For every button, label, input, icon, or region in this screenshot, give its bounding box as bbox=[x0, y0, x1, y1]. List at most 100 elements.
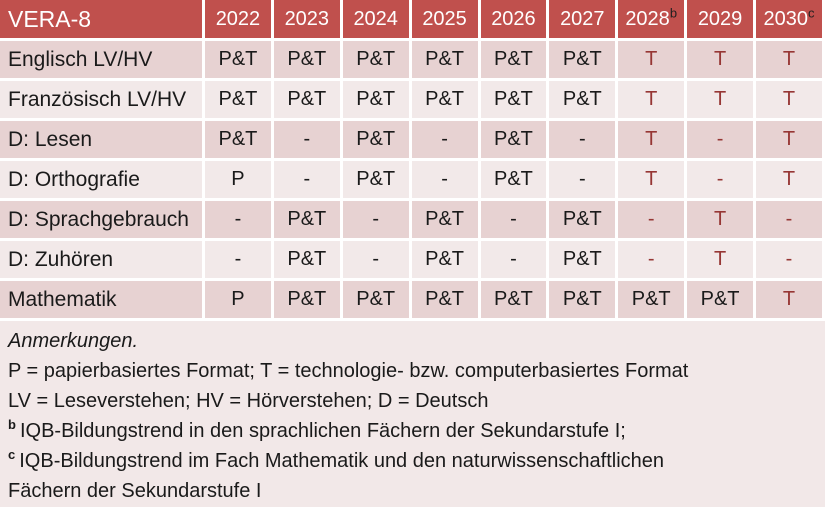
header-row: VERA-8 2022 2023 2024 2025 2026 2027 202… bbox=[0, 0, 825, 41]
column-header-2023: 2023 bbox=[273, 0, 343, 41]
value-cell: P&T bbox=[480, 41, 550, 81]
value-cell: P bbox=[205, 281, 274, 321]
value-cell: T bbox=[756, 41, 825, 81]
value-cell: T bbox=[618, 121, 688, 161]
row-label: Mathematik bbox=[0, 281, 205, 321]
value-cell: - bbox=[342, 241, 412, 281]
value-cell: - bbox=[342, 201, 412, 241]
column-header-2028: 2028b bbox=[618, 0, 688, 41]
value-cell: T bbox=[756, 161, 825, 201]
table-row: D: Lesen P&T - P&T - P&T - T - T bbox=[0, 121, 825, 161]
value-cell: P&T bbox=[205, 81, 274, 121]
value-cell: - bbox=[549, 121, 619, 161]
column-header-2025: 2025 bbox=[411, 0, 481, 41]
note-line-footnote-c: c IQB-Bildungstrend im Fach Mathematik un… bbox=[8, 447, 664, 502]
column-header-2029: 2029 bbox=[687, 0, 756, 41]
column-header-2026: 2026 bbox=[480, 0, 550, 41]
table-title: VERA-8 bbox=[0, 0, 205, 41]
value-cell: P&T bbox=[549, 81, 619, 121]
value-cell: T bbox=[687, 41, 756, 81]
value-cell: P&T bbox=[411, 81, 481, 121]
value-cell: - bbox=[411, 161, 481, 201]
footnote-marker-b: b bbox=[669, 4, 678, 20]
value-cell: P&T bbox=[342, 121, 412, 161]
value-cell: T bbox=[756, 121, 825, 161]
row-label: D: Lesen bbox=[0, 121, 205, 161]
table-row: D: Sprachgebrauch - P&T - P&T - P&T - T - bbox=[0, 201, 825, 241]
value-cell: P&T bbox=[205, 121, 274, 161]
row-label: Französisch LV/HV bbox=[0, 81, 205, 121]
value-cell: P&T bbox=[411, 41, 481, 81]
value-cell: - bbox=[480, 241, 550, 281]
value-cell: P&T bbox=[205, 41, 274, 81]
value-cell: P&T bbox=[342, 41, 412, 81]
value-cell: T bbox=[756, 81, 825, 121]
notes-heading: Anmerkungen. bbox=[8, 330, 139, 352]
row-label: Englisch LV/HV bbox=[0, 41, 205, 81]
value-cell: P&T bbox=[273, 41, 343, 81]
footnote-marker-c: c bbox=[808, 4, 815, 20]
table-row: Englisch LV/HV P&T P&T P&T P&T P&T P&T T T T bbox=[0, 41, 825, 81]
value-cell: T bbox=[687, 201, 756, 241]
value-cell: T bbox=[618, 81, 688, 121]
row-label: D: Orthografie bbox=[0, 161, 205, 201]
table-row: D: Orthografie P - P&T - P&T - T - T bbox=[0, 161, 825, 201]
value-cell: P&T bbox=[411, 241, 481, 281]
value-cell: P&T bbox=[273, 241, 343, 281]
table-row: D: Zuhören - P&T - P&T - P&T - T - bbox=[0, 241, 825, 281]
value-cell: P&T bbox=[549, 201, 619, 241]
value-cell: - bbox=[205, 241, 274, 281]
column-header-2022: 2022 bbox=[205, 0, 274, 41]
column-header-2027: 2027 bbox=[549, 0, 619, 41]
table-header: VERA-8 2022 2023 2024 2025 2026 2027 202… bbox=[0, 0, 825, 41]
value-cell: - bbox=[756, 201, 825, 241]
value-cell: P&T bbox=[549, 41, 619, 81]
value-cell: - bbox=[205, 201, 274, 241]
value-cell: T bbox=[687, 81, 756, 121]
value-cell: - bbox=[549, 161, 619, 201]
value-cell: P&T bbox=[273, 281, 343, 321]
value-cell: - bbox=[411, 121, 481, 161]
note-line-abbreviations: LV = Leseverstehen; HV = Hörverstehen; D… bbox=[8, 390, 489, 412]
note-line-footnote-b: b IQB-Bildungstrend in den sprachlichen F… bbox=[8, 417, 626, 442]
value-cell: P&T bbox=[480, 81, 550, 121]
value-cell: - bbox=[273, 121, 343, 161]
table-row: Französisch LV/HV P&T P&T P&T P&T P&T P&T T T T bbox=[0, 81, 825, 121]
value-cell: T bbox=[618, 41, 688, 81]
value-cell: - bbox=[756, 241, 825, 281]
table-body: Englisch LV/HV P&T P&T P&T P&T P&T P&T T T T Franz… bbox=[0, 41, 825, 321]
value-cell: - bbox=[687, 161, 756, 201]
value-cell: P bbox=[205, 161, 274, 201]
footnote-marker-b: b bbox=[8, 417, 16, 433]
row-label: D: Sprachgebrauch bbox=[0, 201, 205, 241]
value-cell: P&T bbox=[480, 281, 550, 321]
value-cell: P&T bbox=[342, 161, 412, 201]
value-cell: - bbox=[618, 201, 688, 241]
value-cell: - bbox=[687, 121, 756, 161]
table-notes: Anmerkungen. P = papierbasiertes Format;… bbox=[0, 321, 825, 507]
value-cell: P&T bbox=[273, 201, 343, 241]
footnote-marker-c: c bbox=[8, 447, 16, 463]
value-cell: P&T bbox=[687, 281, 756, 321]
value-cell: P&T bbox=[480, 161, 550, 201]
value-cell: P&T bbox=[342, 81, 412, 121]
value-cell: P&T bbox=[273, 81, 343, 121]
value-cell: T bbox=[756, 281, 825, 321]
value-cell: P&T bbox=[342, 281, 412, 321]
value-cell: - bbox=[273, 161, 343, 201]
column-header-2024: 2024 bbox=[342, 0, 412, 41]
value-cell: P&T bbox=[480, 121, 550, 161]
value-cell: P&T bbox=[549, 281, 619, 321]
note-line-formats: P = papierbasiertes Format; T = technolo… bbox=[8, 360, 689, 382]
row-label: D: Zuhören bbox=[0, 241, 205, 281]
column-header-2030: 2030c bbox=[756, 0, 825, 41]
value-cell: T bbox=[618, 161, 688, 201]
value-cell: T bbox=[687, 241, 756, 281]
value-cell: P&T bbox=[549, 241, 619, 281]
value-cell: P&T bbox=[411, 201, 481, 241]
value-cell: - bbox=[618, 241, 688, 281]
assessment-schedule-table: VERA-8 2022 2023 2024 2025 2026 2027 202… bbox=[0, 0, 825, 321]
value-cell: - bbox=[480, 201, 550, 241]
table-row: Mathematik P P&T P&T P&T P&T P&T P&T P&T T bbox=[0, 281, 825, 321]
